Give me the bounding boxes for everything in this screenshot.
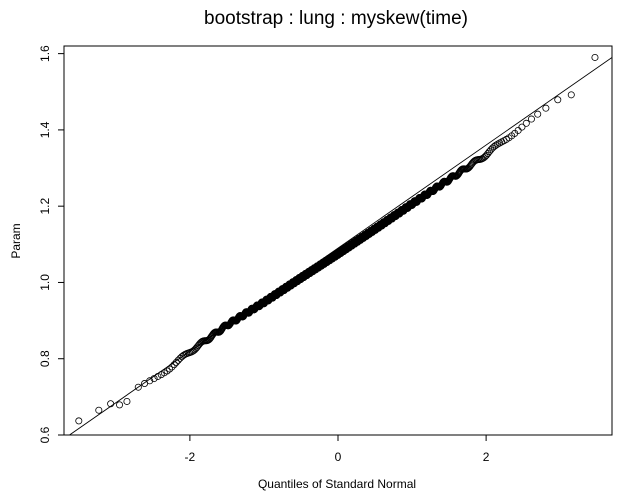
data-point [518,123,526,131]
data-point [154,372,162,380]
data-point [174,356,182,364]
data-point [134,383,142,391]
reference-line [68,57,612,435]
data-point [150,375,158,383]
data-point [522,119,530,127]
data-point [170,361,178,369]
reference-layer [68,57,612,435]
data-point [166,365,174,373]
y-tick-label: 1.4 [38,121,52,138]
y-tick-label: 1.6 [38,45,52,62]
data-point [107,400,115,408]
data-point [168,363,176,371]
data-point [534,110,542,118]
y-axis-label: Param [9,223,23,258]
data-point [492,141,500,149]
y-tick-label: 0.8 [38,350,52,367]
data-point [567,91,575,99]
y-axis: 0.6 0.8 1.0 1.2 1.4 1.6 [38,45,64,443]
data-point [75,417,83,425]
data-point [95,406,103,414]
y-tick-label: 1.0 [38,274,52,291]
data-point [123,397,131,405]
y-tick-label: 0.6 [38,426,52,443]
data-point [172,358,180,366]
x-tick-label: 2 [483,450,490,464]
data-point [554,96,562,104]
data-point [542,104,550,112]
data-point [527,115,535,123]
x-tick-label: -2 [185,450,196,464]
data-point [146,377,154,385]
chart-title: bootstrap : lung : myskew(time) [204,8,468,29]
data-point [490,143,498,151]
data-point [591,53,599,61]
data-point [494,140,502,148]
data-point [189,347,197,355]
data-point [116,401,124,409]
x-axis: -2 0 2 [185,435,490,464]
y-tick-label: 1.2 [38,198,52,215]
points-layer [75,53,599,425]
x-axis-label: Quantiles of Standard Normal [258,477,416,491]
plot-frame [63,45,613,436]
x-tick-label: 0 [335,450,342,464]
